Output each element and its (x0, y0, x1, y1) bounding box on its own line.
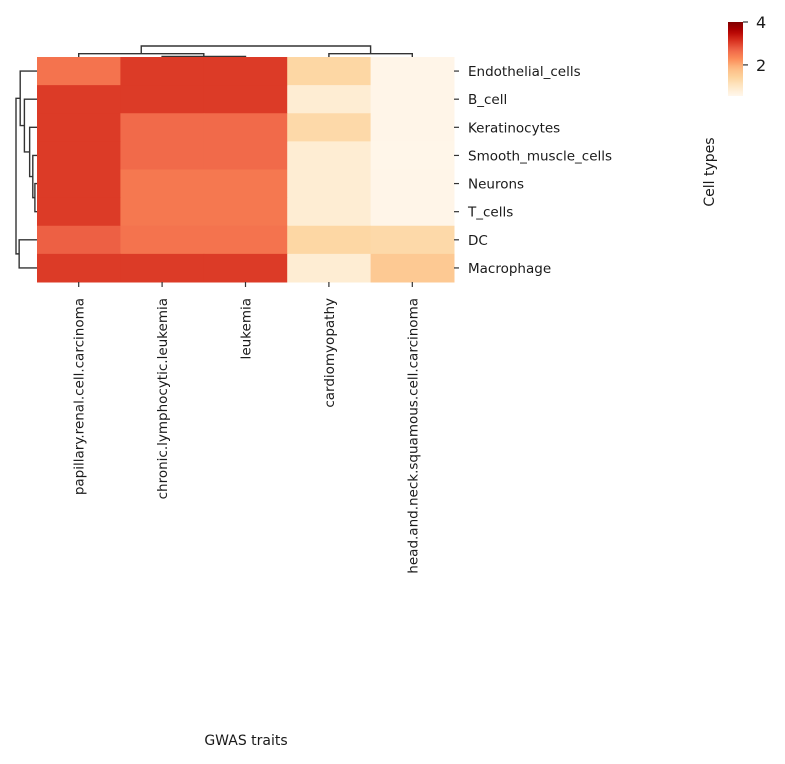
heatmap-cell (37, 113, 121, 142)
dendrogram-link (34, 182, 37, 213)
heatmap-cell (203, 57, 288, 86)
heatmap-cell (120, 253, 205, 283)
row-label: T_cells (467, 205, 513, 221)
colorbar-tick-label: 2 (756, 56, 766, 75)
heatmap-cells (37, 57, 455, 283)
heatmap-cell (120, 225, 205, 255)
row-label: B_cell (468, 92, 507, 108)
heatmap-cell (203, 225, 288, 255)
heatmap-cell (203, 113, 288, 142)
x-axis-title: GWAS traits (204, 733, 287, 749)
heatmap-cell (370, 253, 455, 283)
heatmap-cell (120, 113, 205, 142)
heatmap-cell (120, 169, 205, 199)
heatmap-cell (287, 253, 372, 283)
colorbar-ticks: 24 (743, 13, 766, 75)
column-label: papillary.renal.cell.carcinoma (72, 298, 88, 495)
heatmap-cell (287, 141, 372, 170)
dendrogram-link (140, 45, 372, 54)
heatmap-cell (120, 141, 205, 170)
heatmap-cell (287, 169, 372, 199)
y-axis-title: Cell types (702, 137, 718, 206)
heatmap-cell (120, 57, 205, 86)
colorbar (728, 22, 743, 96)
dendrogram-link (18, 239, 37, 269)
heatmap-cell (370, 197, 455, 227)
heatmap-cell (37, 169, 121, 199)
heatmap-cell (370, 141, 455, 170)
column-label: cardiomyopathy (322, 298, 338, 408)
heatmap-cell (37, 253, 121, 283)
column-label: head.and.neck.squamous.cell.carcinoma (405, 298, 421, 574)
row-label: DC (468, 233, 488, 249)
heatmap-cell (370, 113, 455, 142)
heatmap-cell (203, 85, 288, 114)
heatmap-cell (203, 169, 288, 199)
column-tick-labels: papillary.renal.cell.carcinoma chronic.ly… (72, 282, 421, 574)
row-label: Keratinocytes (468, 120, 560, 136)
heatmap-cell (37, 57, 121, 86)
heatmap-cell (287, 57, 372, 86)
colorbar-tick-label: 4 (756, 13, 766, 32)
row-dendrogram (15, 70, 37, 269)
heatmap-cell (37, 141, 121, 170)
heatmap-cell (203, 141, 288, 170)
heatmap-cell (370, 169, 455, 199)
heatmap-cell (120, 85, 205, 114)
row-label: Endothelial_cells (468, 64, 581, 80)
column-label: chronic.lymphocytic.leukemia (155, 298, 171, 499)
heatmap-cell (370, 57, 455, 86)
heatmap-cell (120, 197, 205, 227)
dendrogram-link (328, 53, 413, 57)
column-label: leukemia (239, 298, 255, 359)
dendrogram-link (15, 97, 21, 255)
dendrogram-link (161, 55, 247, 58)
heatmap-cell (37, 197, 121, 227)
heatmap-cell (287, 225, 372, 255)
heatmap-cell (287, 113, 372, 142)
heatmap-cell (203, 253, 288, 283)
row-label: Smooth_muscle_cells (468, 148, 612, 164)
dendrogram-link (23, 98, 37, 153)
heatmap-cell (370, 225, 455, 255)
heatmap-cell (37, 85, 121, 114)
heatmap-cell (287, 197, 372, 227)
heatmap-cell (287, 85, 372, 114)
heatmap-cell (370, 85, 455, 114)
column-dendrogram (77, 45, 413, 58)
row-tick-labels: Endothelial_cells B_cell Keratinocytes Smoo… (454, 64, 612, 277)
heatmap-cell (203, 197, 288, 227)
dendrogram-link (19, 70, 37, 127)
heatmap-cell (37, 225, 121, 255)
row-label: Macrophage (468, 261, 551, 277)
row-label: Neurons (468, 177, 524, 193)
